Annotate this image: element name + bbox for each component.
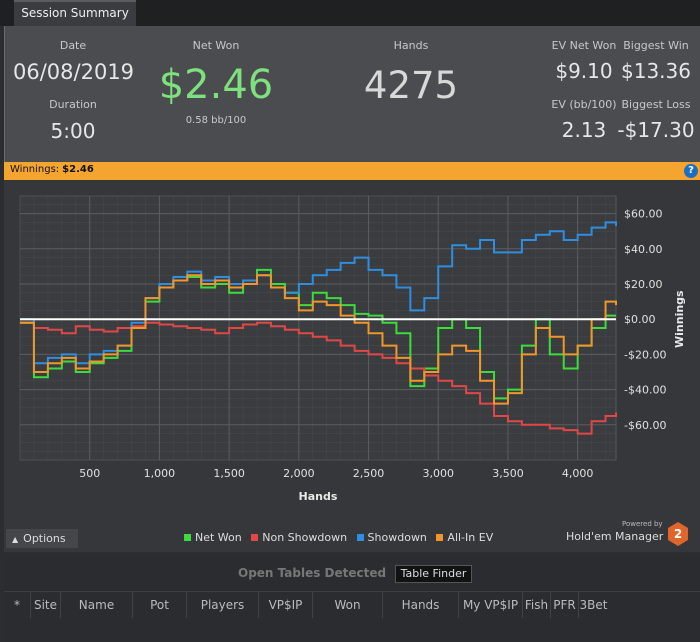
winnings-value: $2.46	[62, 164, 94, 175]
hands-label: Hands	[393, 39, 429, 52]
net-won-value: $2.46	[158, 62, 274, 108]
biggest-win-label: Biggest Win	[623, 39, 689, 52]
open-tables-title: Open Tables Detected	[238, 566, 387, 580]
session-summary-panel: Date 06/08/2019 Duration 5:00 Net Won $2…	[4, 26, 700, 162]
column-header-name[interactable]: Name	[60, 592, 132, 618]
duration-value: 5:00	[50, 119, 96, 143]
y-tick-label: $20.00	[624, 278, 663, 291]
y-tick-label: $60.00	[624, 208, 663, 221]
table-finder-button[interactable]: Table Finder	[395, 565, 472, 583]
column-header-site[interactable]: Site	[30, 592, 60, 618]
biggest-loss-value: -$17.30	[617, 118, 695, 142]
column-header-hands[interactable]: Hands	[382, 592, 458, 618]
date-label: Date	[59, 39, 87, 52]
net-won-bb100: 0.58 bb/100	[185, 115, 247, 126]
column-header-3bet[interactable]: 3Bet	[578, 592, 608, 618]
winnings-chart-panel: 500 1,000 1,500 2,000 2,500 3,000 3,500 4,000 $6…	[4, 180, 700, 552]
column-header-fish[interactable]: Fish	[522, 592, 550, 618]
biggest-win-value: $13.36	[621, 59, 691, 83]
powered-by-text: Powered by	[622, 520, 663, 528]
y-tick-label: $0.00	[624, 313, 656, 326]
x-tick-label: 500	[79, 467, 100, 480]
winnings-text: Winnings: $2.46	[10, 164, 94, 175]
x-tick-label: 1,000	[144, 467, 176, 480]
date-value: 06/08/2019	[13, 60, 135, 84]
options-label: Options	[23, 532, 66, 545]
column-header-star[interactable]: *	[14, 598, 20, 612]
series-line-non-showdown	[20, 321, 617, 435]
y-tick-label: -$40.00	[624, 384, 666, 397]
column-header-players[interactable]: Players	[186, 592, 258, 618]
column-header-won[interactable]: Won	[312, 592, 382, 618]
column-header-vpip[interactable]: VP$IP	[258, 592, 312, 618]
hands-value: 4275	[363, 64, 459, 107]
ev-bb100-label: EV (bb/100)	[551, 98, 617, 111]
open-tables-header: * Site Name Pot Players VP$IP Won Hands …	[4, 591, 700, 618]
legend-label: Non Showdown	[262, 531, 348, 544]
ev-net-won-value: $9.10	[555, 59, 613, 83]
column-header-my-vpip[interactable]: My VP$IP	[458, 592, 522, 618]
x-tick-label: 2,000	[283, 467, 315, 480]
tab-bar: Session Summary	[0, 0, 700, 26]
legend-label: Showdown	[367, 531, 427, 544]
legend-swatch	[251, 534, 259, 541]
help-icon[interactable]: ?	[684, 164, 698, 178]
net-won-label: Net Won	[192, 39, 240, 52]
legend-item-non-showdown[interactable]: Non Showdown	[251, 531, 347, 544]
legend-swatch	[356, 534, 364, 541]
chevron-up-icon: ▲	[12, 535, 19, 544]
y-axis-title: Winnings	[673, 290, 686, 348]
column-header-pot[interactable]: Pot	[132, 592, 186, 618]
column-header-pfr[interactable]: PFR	[550, 592, 578, 618]
open-tables-panel: Open Tables Detected Table Finder * Site…	[4, 556, 700, 642]
legend-item-all-in-ev[interactable]: All-In EV	[436, 531, 493, 544]
holdem-manager-brand: Powered by Hold'em Manager 2	[566, 520, 690, 548]
biggest-loss-label: Biggest Loss	[621, 98, 691, 111]
legend-item-net-won[interactable]: Net Won	[184, 531, 242, 544]
y-tick-label: -$20.00	[624, 348, 666, 361]
y-tick-label: -$60.00	[624, 419, 666, 432]
tab-session-summary[interactable]: Session Summary	[14, 0, 136, 26]
legend-label: All-In EV	[447, 531, 494, 544]
y-tick-label: $40.00	[624, 243, 663, 256]
x-tick-label: 1,500	[213, 467, 245, 480]
ev-net-won-label: EV Net Won	[551, 39, 617, 52]
legend-label: Net Won	[195, 531, 242, 544]
legend-item-showdown[interactable]: Showdown	[356, 531, 427, 544]
x-tick-label: 4,000	[562, 467, 594, 480]
options-button[interactable]: ▲ Options	[6, 529, 78, 548]
series-line-all-in-ev	[20, 274, 617, 405]
chart-legend: Net Won Non Showdown Showdown All-In EV	[184, 531, 499, 544]
x-tick-label: 3,500	[492, 467, 524, 480]
x-tick-label: 2,500	[353, 467, 385, 480]
x-axis-title: Hands	[299, 490, 338, 503]
series-line-net-won	[20, 268, 616, 400]
legend-swatch	[436, 534, 444, 541]
hm2-logo-icon: 2	[668, 522, 688, 546]
brand-name: Hold'em Manager	[566, 530, 664, 543]
legend-swatch	[184, 534, 191, 541]
x-tick-label: 3,000	[422, 467, 454, 480]
winnings-label: Winnings:	[10, 164, 60, 175]
duration-label: Duration	[49, 98, 97, 111]
ev-bb100-value: 2.13	[561, 118, 607, 142]
winnings-bar: Winnings: $2.46 ?	[4, 162, 700, 180]
winnings-chart: 500 1,000 1,500 2,000 2,500 3,000 3,500 4,000 $6…	[19, 195, 686, 503]
